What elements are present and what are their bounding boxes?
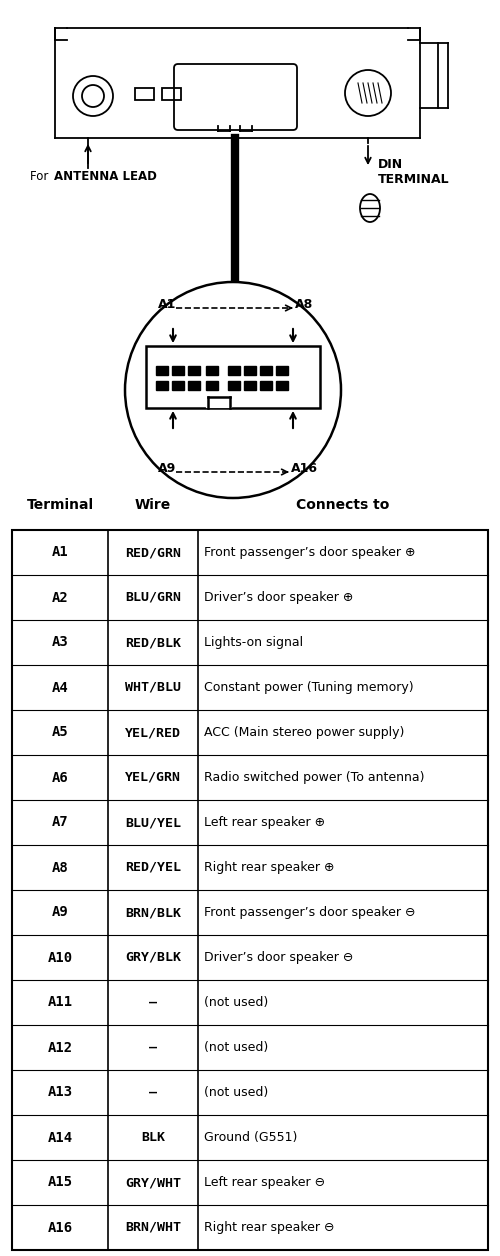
Text: Radio switched power (To antenna): Radio switched power (To antenna) bbox=[204, 771, 424, 784]
Text: A4: A4 bbox=[52, 681, 68, 695]
Text: (not used): (not used) bbox=[204, 1086, 268, 1099]
Text: Wire: Wire bbox=[135, 497, 171, 512]
Bar bbox=[244, 381, 256, 391]
Text: For: For bbox=[30, 170, 52, 183]
Bar bbox=[156, 381, 168, 391]
Text: (not used): (not used) bbox=[204, 996, 268, 1009]
Bar bbox=[244, 365, 256, 376]
Text: —: — bbox=[149, 1086, 157, 1099]
Text: A8: A8 bbox=[295, 298, 313, 311]
Text: Connects to: Connects to bbox=[296, 497, 390, 512]
Text: BLU/GRN: BLU/GRN bbox=[125, 592, 181, 604]
Text: A10: A10 bbox=[48, 951, 72, 965]
Text: Front passenger’s door speaker ⊕: Front passenger’s door speaker ⊕ bbox=[204, 546, 416, 559]
Text: A3: A3 bbox=[52, 636, 68, 649]
Bar bbox=[260, 381, 272, 391]
Bar bbox=[156, 365, 168, 376]
Text: Right rear speaker ⊕: Right rear speaker ⊕ bbox=[204, 862, 334, 874]
Bar bbox=[276, 381, 288, 391]
Text: Ground (G551): Ground (G551) bbox=[204, 1130, 298, 1144]
Bar bbox=[135, 88, 154, 100]
Text: YEL/GRN: YEL/GRN bbox=[125, 771, 181, 784]
Text: BLU/YEL: BLU/YEL bbox=[125, 816, 181, 829]
Bar bbox=[260, 365, 272, 376]
Text: BRN/WHT: BRN/WHT bbox=[125, 1221, 181, 1233]
Text: Left rear speaker ⊕: Left rear speaker ⊕ bbox=[204, 816, 325, 829]
Text: TERMINAL: TERMINAL bbox=[378, 173, 450, 186]
Text: A7: A7 bbox=[52, 815, 68, 829]
Text: RED/GRN: RED/GRN bbox=[125, 546, 181, 559]
Bar bbox=[12, 530, 488, 1250]
Text: A12: A12 bbox=[48, 1040, 72, 1055]
Text: Driver’s door speaker ⊖: Driver’s door speaker ⊖ bbox=[204, 951, 354, 965]
Text: A14: A14 bbox=[48, 1130, 72, 1144]
Text: GRY/BLK: GRY/BLK bbox=[125, 951, 181, 965]
Text: Constant power (Tuning memory): Constant power (Tuning memory) bbox=[204, 681, 414, 695]
Bar bbox=[188, 365, 200, 376]
Text: GRY/WHT: GRY/WHT bbox=[125, 1176, 181, 1189]
Text: —: — bbox=[149, 996, 157, 1009]
Text: RED/BLK: RED/BLK bbox=[125, 636, 181, 649]
Text: BRN/BLK: BRN/BLK bbox=[125, 906, 181, 919]
Text: ANTENNA LEAD: ANTENNA LEAD bbox=[54, 170, 157, 183]
Text: A8: A8 bbox=[52, 860, 68, 874]
Bar bbox=[162, 88, 181, 100]
Text: A13: A13 bbox=[48, 1085, 72, 1099]
Text: A16: A16 bbox=[291, 462, 318, 475]
Bar bbox=[228, 381, 240, 391]
Text: —: — bbox=[149, 1041, 157, 1054]
Text: A2: A2 bbox=[52, 590, 68, 604]
Text: A5: A5 bbox=[52, 726, 68, 740]
Text: A9: A9 bbox=[158, 462, 176, 475]
Bar bbox=[276, 365, 288, 376]
Text: A1: A1 bbox=[52, 545, 68, 559]
Text: A6: A6 bbox=[52, 770, 68, 785]
Text: A1: A1 bbox=[158, 298, 176, 311]
Text: YEL/RED: YEL/RED bbox=[125, 726, 181, 739]
Text: A11: A11 bbox=[48, 996, 72, 1010]
Bar bbox=[172, 381, 184, 391]
Text: A15: A15 bbox=[48, 1176, 72, 1189]
Text: Right rear speaker ⊖: Right rear speaker ⊖ bbox=[204, 1221, 334, 1233]
Text: Terminal: Terminal bbox=[26, 497, 94, 512]
Text: RED/YEL: RED/YEL bbox=[125, 862, 181, 874]
Bar bbox=[228, 365, 240, 376]
Text: A16: A16 bbox=[48, 1221, 72, 1235]
Text: Lights-on signal: Lights-on signal bbox=[204, 636, 303, 649]
Text: Front passenger’s door speaker ⊖: Front passenger’s door speaker ⊖ bbox=[204, 906, 416, 919]
Text: ACC (Main stereo power supply): ACC (Main stereo power supply) bbox=[204, 726, 404, 739]
Text: BLK: BLK bbox=[141, 1130, 165, 1144]
Text: DIN: DIN bbox=[378, 158, 403, 171]
Text: Driver’s door speaker ⊕: Driver’s door speaker ⊕ bbox=[204, 592, 354, 604]
Bar bbox=[172, 365, 184, 376]
Text: A9: A9 bbox=[52, 906, 68, 919]
Text: (not used): (not used) bbox=[204, 1041, 268, 1054]
Circle shape bbox=[125, 283, 341, 497]
Bar bbox=[206, 365, 218, 376]
Text: Left rear speaker ⊖: Left rear speaker ⊖ bbox=[204, 1176, 325, 1189]
Bar bbox=[206, 381, 218, 391]
Bar bbox=[188, 381, 200, 391]
Text: WHT/BLU: WHT/BLU bbox=[125, 681, 181, 695]
